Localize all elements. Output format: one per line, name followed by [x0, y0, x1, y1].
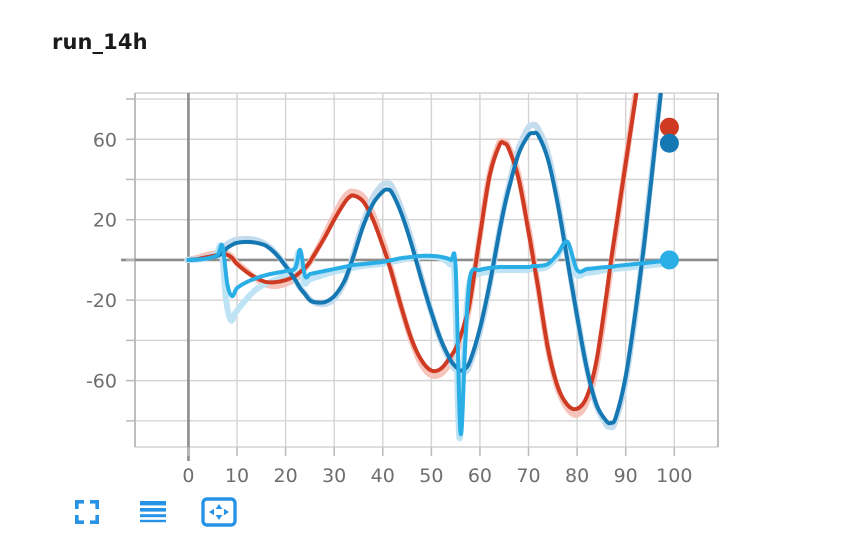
- pan-button[interactable]: [201, 496, 237, 530]
- svg-text:80: 80: [565, 465, 589, 487]
- fullscreen-button[interactable]: [70, 496, 104, 530]
- chart-toolbar[interactable]: [70, 496, 237, 530]
- svg-text:10: 10: [225, 465, 249, 487]
- svg-text:20: 20: [93, 210, 117, 232]
- endpoint-markers: [659, 117, 679, 270]
- svg-text:70: 70: [516, 465, 540, 487]
- svg-text:60: 60: [468, 465, 492, 487]
- series-lines: [184, 93, 672, 442]
- lines-button[interactable]: [136, 496, 170, 530]
- svg-text:-20: -20: [86, 290, 117, 312]
- svg-text:50: 50: [419, 465, 443, 487]
- svg-text:-60: -60: [86, 371, 117, 393]
- lines-icon: [139, 499, 167, 528]
- svg-text:30: 30: [322, 465, 346, 487]
- tick-labels: -60 -20 20 60 0 10 20 30 40 50 60 70 80 90 100: [86, 129, 692, 487]
- svg-text:100: 100: [656, 465, 692, 487]
- svg-text:90: 90: [614, 465, 638, 487]
- fullscreen-icon: [74, 499, 100, 528]
- svg-text:40: 40: [371, 465, 395, 487]
- page-title: run_14h: [52, 30, 148, 54]
- svg-text:60: 60: [93, 129, 117, 151]
- svg-text:0: 0: [182, 465, 194, 487]
- pan-icon: [201, 496, 237, 530]
- svg-text:20: 20: [274, 465, 298, 487]
